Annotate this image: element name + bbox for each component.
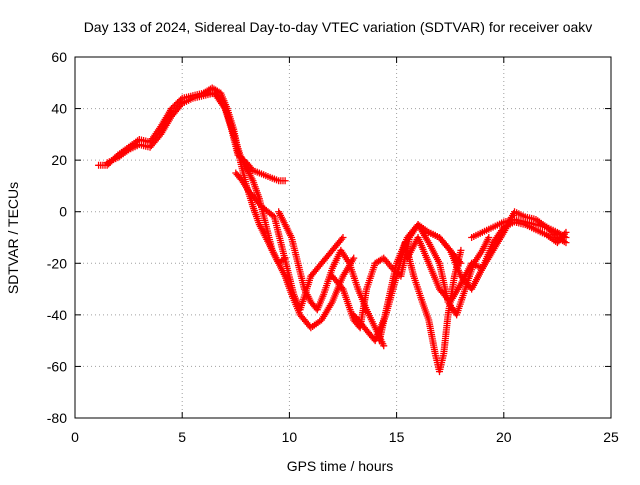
data-point (338, 235, 346, 243)
grid-lines (75, 57, 611, 418)
x-tick-label: 10 (282, 429, 298, 445)
x-tick-label: 5 (178, 429, 186, 445)
y-tick-label: 40 (51, 101, 67, 117)
data-point (562, 234, 570, 241)
series-track-4 (232, 169, 347, 314)
x-tick-label: 20 (496, 429, 512, 445)
y-tick-label: -60 (47, 358, 67, 374)
chart-title: Day 133 of 2024, Sidereal Day-to-day VTE… (84, 19, 593, 35)
data-point (338, 283, 346, 291)
data-point (350, 254, 358, 262)
series-track-2 (103, 89, 289, 267)
x-tick-label: 0 (71, 429, 79, 445)
axis-tick-labels: 0 5 10 15 20 25 -80 -60 -40 -20 0 20 40 60 (47, 49, 619, 445)
y-tick-label: 20 (51, 152, 67, 168)
y-tick-label: 60 (51, 49, 67, 65)
data-point (457, 246, 465, 254)
series-track-10 (425, 218, 570, 293)
plot-frame (74, 56, 612, 419)
y-tick-label: -40 (47, 307, 67, 323)
data-point (485, 234, 493, 241)
series-track-1 (95, 89, 289, 185)
x-tick-label: 25 (603, 429, 619, 445)
data-marks (95, 84, 570, 376)
x-tick-label: 15 (389, 429, 405, 445)
series-track-3 (200, 84, 358, 332)
x-axis-label: GPS time / hours (287, 458, 394, 474)
data-point (380, 342, 388, 350)
y-tick-label: -20 (47, 255, 67, 271)
axis-ticks (74, 56, 612, 419)
series-track-5 (275, 208, 388, 350)
data-point (281, 177, 289, 185)
y-axis-label: SDTVAR / TECUs (5, 182, 21, 294)
y-tick-label: 0 (59, 204, 67, 220)
series-track-11 (468, 215, 570, 241)
y-tick-label: -80 (47, 410, 67, 426)
data-point (445, 245, 453, 253)
data-point (339, 234, 347, 241)
